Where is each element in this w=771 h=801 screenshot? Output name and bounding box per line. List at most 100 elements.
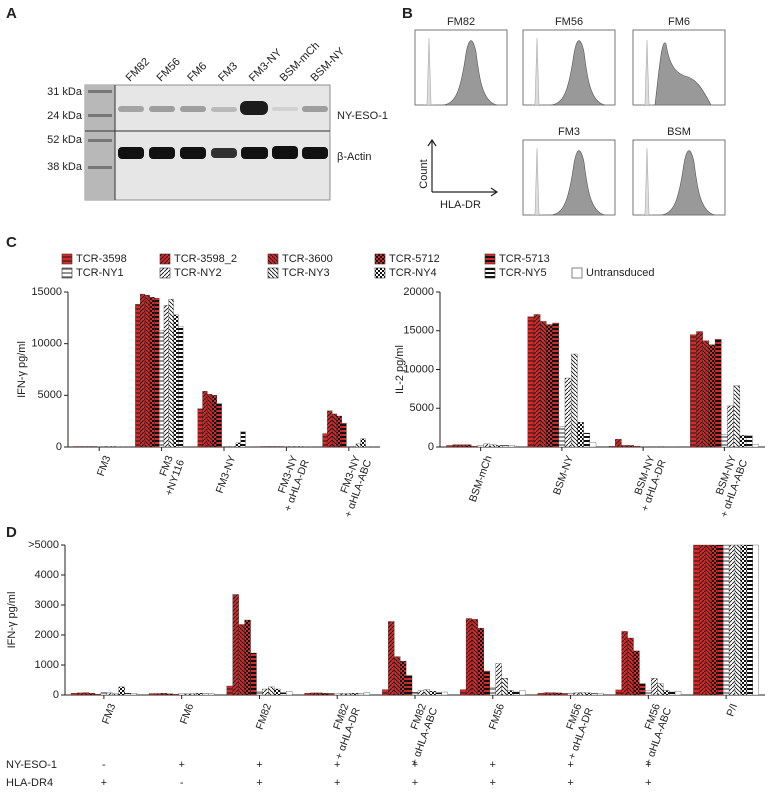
panel-label: C [6, 234, 17, 251]
bar [182, 446, 188, 448]
bar [336, 415, 342, 448]
bar [202, 693, 209, 696]
bar [734, 544, 742, 696]
bar [202, 391, 208, 448]
bar [537, 693, 544, 696]
bar [178, 325, 184, 448]
bar [411, 692, 419, 696]
bar [262, 688, 269, 696]
bar [240, 431, 246, 448]
bar [717, 544, 724, 696]
bar [269, 446, 275, 448]
bar [283, 446, 289, 448]
histogram-title: FM6 [668, 16, 690, 28]
bar [221, 446, 227, 448]
bar [489, 687, 496, 696]
y-tick-label: 2000 [35, 629, 59, 641]
bar [651, 678, 658, 696]
bar [564, 377, 572, 448]
legend-label: TCR-NY4 [389, 267, 437, 279]
bar [699, 544, 706, 696]
bar [100, 692, 108, 696]
condition-value: - [180, 777, 184, 789]
bar [207, 394, 213, 448]
bar [752, 544, 759, 696]
bar [663, 690, 670, 696]
bar [721, 434, 728, 448]
bar [327, 410, 333, 448]
bar [357, 693, 365, 696]
bar [483, 443, 491, 448]
condition-value: + [334, 777, 340, 789]
y-axis-label: IL-2 pg/ml [394, 345, 406, 394]
bar [583, 432, 590, 448]
bar [159, 330, 165, 448]
bar [256, 691, 263, 696]
legend-label: TCR-3600 [282, 253, 333, 265]
bar [561, 693, 568, 696]
bar [304, 693, 311, 696]
legend-swatch [61, 253, 73, 265]
bar [360, 438, 366, 448]
bar [495, 445, 503, 448]
bar [608, 446, 616, 448]
bar [423, 689, 430, 696]
condition-value: + [256, 777, 262, 789]
band-label: β-Actin [337, 151, 371, 163]
bar [250, 652, 257, 696]
bar [341, 423, 347, 448]
bar [657, 683, 664, 696]
bar [190, 693, 197, 696]
bar [549, 692, 556, 696]
histogram-title: FM3 [558, 126, 580, 138]
bar [120, 446, 126, 448]
bar [173, 314, 179, 448]
bar [533, 314, 541, 448]
bar [351, 446, 357, 448]
y-tick-label: 5000 [410, 402, 434, 414]
marker-label: 52 kDa [47, 134, 83, 146]
y-axis-label: IFN-γ pg/ml [16, 341, 28, 398]
legend-label: TCR-NY1 [76, 267, 124, 279]
bar [714, 339, 722, 448]
bar [579, 692, 586, 696]
condition-value: + [334, 759, 340, 771]
lane-label: FM3 [216, 60, 240, 84]
bar [502, 445, 509, 448]
bar [705, 544, 712, 696]
bar [690, 334, 697, 448]
bar [149, 297, 155, 448]
bar [483, 670, 490, 696]
bar [417, 690, 425, 696]
marker-label: 38 kDa [47, 161, 83, 173]
bar [331, 413, 338, 448]
bar [235, 442, 241, 448]
bar [77, 446, 83, 448]
bar [184, 693, 191, 696]
bar [351, 693, 359, 696]
bar [495, 663, 502, 696]
bar [446, 445, 453, 448]
bar [140, 293, 146, 448]
y-tick-label: 4000 [35, 569, 59, 581]
bar [733, 385, 741, 448]
legend-swatch [159, 253, 171, 265]
bar [88, 693, 96, 696]
bar [458, 444, 466, 448]
y-tick-label: >5000 [28, 539, 59, 551]
bar [280, 692, 287, 696]
bar [597, 693, 604, 696]
condition-value: + [101, 777, 107, 789]
bar [154, 298, 160, 448]
bar [394, 656, 401, 696]
bar [739, 435, 747, 448]
bar [527, 316, 535, 448]
bar [238, 624, 245, 696]
bar [91, 446, 97, 448]
bar [154, 693, 162, 696]
condition-value: + [490, 777, 496, 789]
condition-value: - [102, 759, 106, 771]
bar [722, 544, 730, 696]
bar [148, 693, 156, 696]
